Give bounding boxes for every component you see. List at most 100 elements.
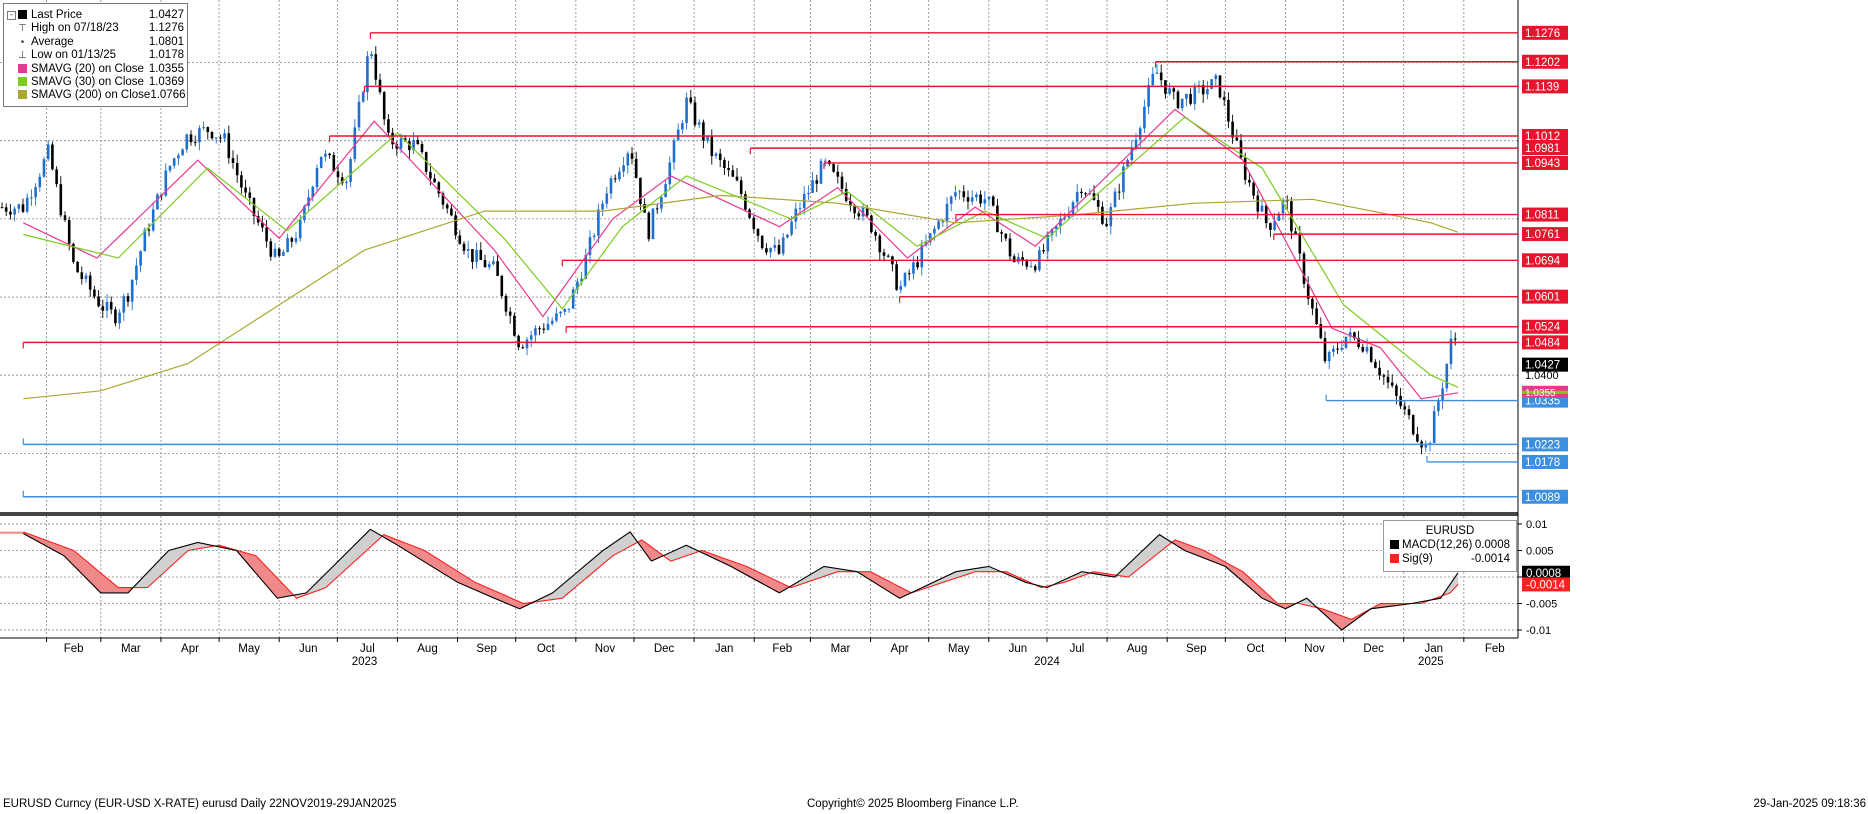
candle-body	[67, 220, 71, 244]
candle-body	[874, 231, 877, 236]
level-1.0089: 1.0089	[22, 489, 1568, 504]
candle	[445, 202, 449, 214]
candle-body	[206, 127, 210, 132]
candle-body	[626, 153, 630, 166]
candle-body	[1437, 401, 1440, 412]
candle	[1206, 80, 1209, 100]
candle	[202, 121, 205, 131]
candle-body	[361, 92, 365, 102]
candle	[55, 166, 58, 188]
candle	[861, 203, 865, 221]
candle-body	[370, 54, 373, 57]
macd-fill-segment	[83, 558, 87, 579]
candle	[349, 157, 352, 188]
macd-fill-segment	[447, 564, 451, 578]
candle	[1231, 114, 1234, 144]
candle	[458, 230, 462, 245]
macd-fill-segment	[169, 549, 173, 568]
macd-fill-segment	[263, 563, 267, 586]
candle-body	[647, 212, 651, 240]
candle-body	[886, 255, 890, 257]
macd-fill-segment	[73, 550, 77, 569]
candle-body	[601, 203, 604, 210]
candle	[454, 211, 457, 240]
candle-body	[1138, 128, 1142, 140]
candle-body	[1021, 257, 1024, 262]
candle	[1122, 163, 1125, 200]
candle-body	[1390, 382, 1394, 386]
macd-fill-segment	[565, 579, 569, 596]
candle-body	[319, 156, 323, 168]
macd-fill-segment	[671, 550, 675, 561]
macd-legend-value: -0.0014	[1470, 553, 1510, 565]
macd-fill-segment	[153, 563, 157, 582]
legend-swatch-icon	[18, 10, 27, 19]
macd-fill-segment	[1, 531, 5, 534]
macd-fill-segment	[457, 571, 461, 584]
candle	[1294, 227, 1297, 234]
candle	[206, 126, 210, 140]
month-label: Aug	[417, 643, 437, 655]
candle	[370, 51, 373, 59]
candle	[168, 165, 172, 173]
macd-fill-segment	[367, 529, 371, 550]
candle-body	[1260, 205, 1264, 212]
candle-body	[773, 244, 777, 248]
candle	[991, 195, 995, 207]
candle-body	[1374, 361, 1377, 368]
candle	[1357, 330, 1360, 350]
candle	[1176, 89, 1180, 110]
candle	[903, 271, 907, 288]
macd-fill-segment	[439, 559, 443, 574]
candle-body	[1239, 140, 1243, 158]
candle-body	[1172, 88, 1176, 92]
macd-fill-segment	[335, 560, 339, 579]
macd-fill-segment	[759, 572, 763, 584]
candle	[324, 149, 327, 162]
macd-fill-segment	[91, 565, 95, 587]
candle	[521, 344, 525, 350]
candle-body	[462, 243, 466, 251]
macd-fill-segment	[355, 541, 359, 561]
macd-fill-segment	[623, 534, 627, 550]
candle-body	[878, 235, 882, 253]
candle	[1075, 184, 1079, 211]
candle	[38, 173, 42, 192]
candle	[1315, 302, 1318, 325]
macd-right-label-macd: 0.0008	[1522, 565, 1570, 580]
candle	[920, 239, 924, 276]
macd-fill-segment	[79, 555, 83, 575]
candle	[97, 290, 100, 308]
macd-fill-segment	[895, 584, 899, 598]
candle-body	[1143, 106, 1146, 129]
candle-body	[328, 153, 331, 156]
macd-fill-segment	[761, 573, 765, 585]
candle	[1353, 331, 1356, 341]
level-label: 1.1276	[1525, 28, 1560, 40]
candle	[626, 151, 630, 174]
candle-body	[588, 237, 592, 256]
candle	[891, 255, 894, 272]
candle	[1432, 405, 1436, 444]
candle	[907, 269, 911, 281]
macd-tick-label: 0.01	[1526, 519, 1547, 531]
legend-row: SMAVG (200) on Close 1.0766	[18, 89, 186, 102]
macd-legend-entry: Sig(9)	[1390, 552, 1433, 566]
candle-body	[702, 122, 705, 141]
candle-body	[954, 192, 957, 197]
legend-value: 1.1276	[148, 22, 184, 35]
candle	[387, 113, 390, 136]
candle-body	[748, 209, 751, 218]
candle-body	[429, 171, 432, 179]
candle-body	[584, 255, 588, 279]
candle-body	[819, 160, 823, 184]
macd-fill-segment	[257, 557, 261, 579]
avg-marker-icon: •	[20, 36, 25, 48]
macd-fill-segment	[585, 562, 589, 579]
candle-body	[1336, 348, 1339, 350]
legend-collapse-icon[interactable]: -	[7, 11, 16, 20]
macd-fill-segment	[353, 543, 357, 563]
macd-legend-label: MACD(12,26)	[1402, 539, 1473, 551]
macd-legend-row: Sig(9) -0.0014	[1390, 552, 1510, 566]
